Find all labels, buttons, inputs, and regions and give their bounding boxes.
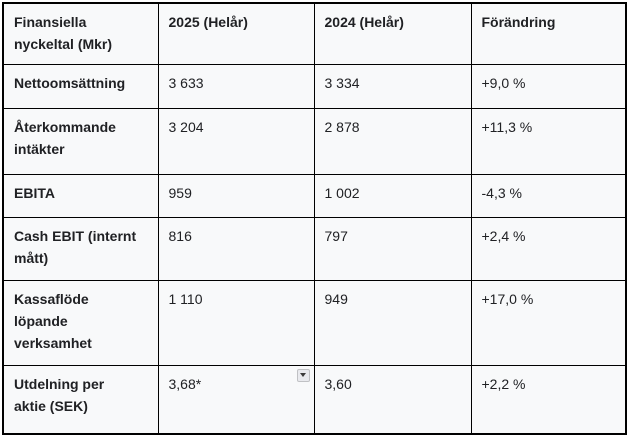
header-cell-2024: 2024 (Helår)	[313, 2, 472, 65]
table-row: Kassaflöde löpande verksamhet 1 110 949 …	[2, 279, 627, 366]
table-header-row: Finansiella nyckeltal (Mkr) 2025 (Helår)…	[2, 2, 627, 65]
row-label-nettoomsattning: Nettoomsättning	[2, 63, 159, 109]
value-cell-2025: 959	[157, 173, 315, 218]
value-cell-change: +17,0 %	[470, 279, 627, 366]
row-label-aterkommande-intakter: Återkommande intäkter	[2, 107, 159, 175]
table-row: Återkommande intäkter 3 204 2 878 +11,3 …	[2, 107, 627, 175]
header-cell-2025: 2025 (Helår)	[157, 2, 315, 65]
table-row: Utdelning per aktie (SEK) 3,68* 3,60 +2,…	[2, 364, 627, 435]
value-cell-2024: 949	[313, 279, 472, 366]
dropdown-arrow-icon[interactable]	[296, 368, 310, 382]
value-cell-change: +11,3 %	[470, 107, 627, 175]
value-cell-2025: 3 204	[157, 107, 315, 175]
row-label-cash-ebit: Cash EBIT (internt mått)	[2, 216, 159, 281]
value-cell-change: +9,0 %	[470, 63, 627, 109]
row-label-kassaflode: Kassaflöde löpande verksamhet	[2, 279, 159, 366]
value-cell-2024: 1 002	[313, 173, 472, 218]
table-row: Nettoomsättning 3 633 3 334 +9,0 %	[2, 63, 627, 109]
value-cell-change: -4,3 %	[470, 173, 627, 218]
value-cell-change: +2,4 %	[470, 216, 627, 281]
value-cell-2025: 3 633	[157, 63, 315, 109]
table-row: Cash EBIT (internt mått) 816 797 +2,4 %	[2, 216, 627, 281]
value-cell-2024: 797	[313, 216, 472, 281]
header-cell-nyckeltal: Finansiella nyckeltal (Mkr)	[2, 2, 159, 65]
value-cell-2024: 3 334	[313, 63, 472, 109]
table-row: EBITA 959 1 002 -4,3 %	[2, 173, 627, 218]
dividend-value: 3,68*	[168, 375, 202, 392]
row-label-ebita: EBITA	[2, 173, 159, 218]
value-cell-2025: 1 110	[157, 279, 315, 366]
value-cell-2024: 3,60	[313, 364, 472, 435]
value-cell-2025: 816	[157, 216, 315, 281]
value-cell-2024: 2 878	[313, 107, 472, 175]
value-cell-change: +2,2 %	[470, 364, 627, 435]
value-cell-2025-dropdown: 3,68*	[157, 364, 315, 435]
header-cell-forandring: Förändring	[470, 2, 627, 65]
row-label-utdelning: Utdelning per aktie (SEK)	[2, 364, 159, 435]
